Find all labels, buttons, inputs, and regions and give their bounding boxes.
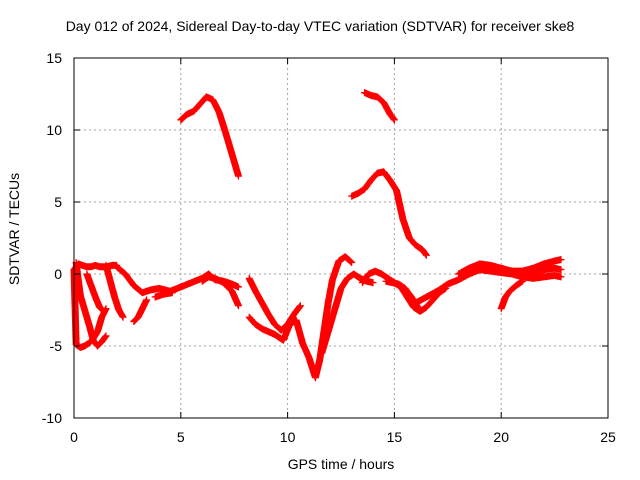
y-tick-label: -10 <box>42 410 62 426</box>
axes: 0 5 10 15 20 25 -10 -5 0 5 10 15 <box>42 50 616 445</box>
chart-title: Day 012 of 2024, Sidereal Day-to-day VTE… <box>65 18 575 34</box>
x-tick-label: 15 <box>387 429 403 445</box>
data-point-markers <box>83 270 108 315</box>
data-point-markers <box>130 296 151 325</box>
x-tick-label: 10 <box>280 429 296 445</box>
series-arc-12 <box>245 274 304 334</box>
series-arc-14 <box>348 168 430 259</box>
x-tick-label: 20 <box>493 429 509 445</box>
y-tick-label: 10 <box>46 122 62 138</box>
data-point-markers <box>151 289 176 301</box>
data-point-markers <box>519 264 565 278</box>
x-tick-label: 25 <box>600 429 616 445</box>
x-tick-label: 0 <box>70 429 78 445</box>
series-arc-8 <box>151 289 176 301</box>
data-point-markers <box>245 274 304 334</box>
y-tick-label: 5 <box>54 194 62 210</box>
series-arc-15 <box>361 89 398 124</box>
y-tick-label: 0 <box>54 266 62 282</box>
data-points <box>70 89 565 382</box>
series-arc-21 <box>519 264 565 278</box>
series-arc-10 <box>198 273 242 310</box>
series-arc-9 <box>177 93 242 180</box>
data-point-markers <box>102 261 127 321</box>
series-arc-7 <box>130 296 151 325</box>
y-tick-label: -5 <box>50 338 63 354</box>
data-point-markers <box>177 93 242 180</box>
data-point-markers <box>497 277 527 313</box>
data-point-markers <box>198 273 242 310</box>
series-arc-20 <box>497 277 527 313</box>
data-point-markers <box>361 89 398 124</box>
x-tick-label: 5 <box>177 429 185 445</box>
grid-lines <box>74 58 608 418</box>
series-arc-11 <box>245 253 356 382</box>
data-point-markers <box>245 253 356 382</box>
data-point-markers <box>348 168 430 259</box>
plot-border <box>73 57 609 419</box>
x-axis-label: GPS time / hours <box>287 456 395 472</box>
series-arc-6 <box>102 261 127 321</box>
y-tick-label: 15 <box>46 50 62 66</box>
series-arc-5 <box>83 270 108 315</box>
